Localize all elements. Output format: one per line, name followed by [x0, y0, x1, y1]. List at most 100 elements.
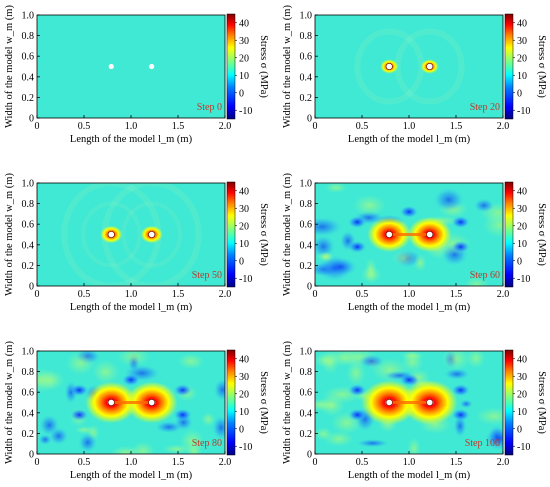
- colorbar-tick-label: -10: [239, 274, 252, 285]
- stress-field-background: [315, 15, 503, 118]
- stress-moderate-region: [482, 212, 503, 238]
- y-tick-label: 0.6: [300, 388, 313, 399]
- colorbar-label: Stress σ (MPa): [258, 371, 269, 434]
- borehole: [149, 63, 155, 70]
- y-tick-label: 0: [307, 114, 312, 125]
- colorbar: [226, 349, 236, 456]
- panel-step-2: 0 0.5 1.0 1.5 2.0 0 0.2 0.4 0.6 0.8 1.0 Length of t…: [4, 173, 269, 313]
- colorbar-tick-label: 0: [239, 424, 244, 435]
- stress-low-region: [315, 217, 342, 237]
- panel-step-1: 0 0.5 1.0 1.5 2.0 0 0.2 0.4 0.6 0.8 1.0 Length of t…: [282, 5, 547, 145]
- stress-moderate-region: [91, 359, 120, 385]
- stress-moderate-region: [466, 351, 486, 369]
- colorbar-tick-label: 20: [239, 53, 249, 64]
- stress-low-lobe: [451, 384, 470, 397]
- stress-low-region: [453, 415, 467, 438]
- stress-low-lobe: [173, 384, 192, 397]
- colorbar-tick-label: 40: [239, 354, 249, 365]
- colorbar-tick-label: 10: [517, 71, 527, 82]
- colorbar: [504, 181, 514, 288]
- y-tick-label: 0.4: [300, 72, 313, 83]
- stress-moderate-region: [315, 352, 337, 368]
- y-tick-label: 0.8: [300, 31, 313, 42]
- borehole: [426, 62, 434, 70]
- x-axis-label: Length of the model l_m (m): [70, 134, 193, 145]
- x-tick-label: 0: [35, 289, 40, 300]
- x-axis-label: Length of the model l_m (m): [348, 470, 471, 481]
- colorbar-tick-label: 10: [239, 407, 249, 418]
- colorbar-label: Stress σ (MPa): [258, 35, 269, 98]
- colorbar-tick-label: 30: [239, 372, 249, 383]
- y-tick-label: 0.2: [22, 261, 35, 272]
- y-tick-label: 0.2: [22, 429, 35, 440]
- borehole: [148, 231, 156, 239]
- stress-moderate-region: [323, 430, 354, 447]
- step-label: Step 80: [192, 438, 222, 449]
- x-tick-label: 0.5: [356, 457, 369, 468]
- step-label: Step 0: [197, 102, 222, 113]
- colorbar-tick-label: -10: [239, 442, 252, 453]
- borehole: [426, 398, 434, 406]
- y-tick-label: 0.8: [22, 199, 35, 210]
- colorbar-tick-label: -10: [517, 442, 530, 453]
- y-tick-label: 0.4: [22, 240, 35, 251]
- stress-moderate-region: [161, 444, 191, 454]
- x-axis-label: Length of the model l_m (m): [70, 470, 193, 481]
- colorbar-tick-label: 30: [517, 204, 527, 215]
- colorbar-label: Stress σ (MPa): [258, 203, 269, 266]
- y-tick-label: 0.4: [300, 240, 313, 251]
- colorbar-tick-label: -10: [239, 106, 252, 117]
- colorbar-tick-label: 40: [239, 186, 249, 197]
- colorbar-tick-label: 20: [517, 389, 527, 400]
- colorbar-tick-label: 40: [239, 18, 249, 29]
- x-tick-label: 1.0: [125, 457, 138, 468]
- stress-field: [354, 28, 465, 105]
- colorbar-tick-label: 0: [517, 88, 522, 99]
- y-axis-label: Width of the model w_m (m): [4, 173, 15, 296]
- stress-field-background: [37, 15, 225, 118]
- stress-field: [37, 351, 225, 454]
- colorbar-tick-label: 30: [517, 36, 527, 47]
- y-tick-label: 1.0: [300, 347, 313, 358]
- stress-low-region: [49, 427, 69, 445]
- stress-low-region: [315, 235, 335, 258]
- stress-low-lobe: [348, 408, 367, 421]
- y-tick-label: 0: [29, 282, 34, 293]
- stress-moderate-region: [360, 265, 382, 284]
- x-tick-label: 0: [313, 121, 318, 132]
- x-tick-label: 1.0: [403, 289, 416, 300]
- colorbar-tick-label: 0: [517, 256, 522, 267]
- x-axis-label: Length of the model l_m (m): [348, 134, 471, 145]
- colorbar-tick-label: 30: [517, 372, 527, 383]
- stress-moderate-region: [352, 194, 387, 217]
- x-tick-label: 0: [313, 457, 318, 468]
- stress-moderate-region: [316, 251, 334, 261]
- stress-moderate-region: [65, 351, 96, 376]
- stress-moderate-region: [110, 445, 141, 454]
- stress-low-lobe: [400, 205, 418, 218]
- y-tick-label: 1.0: [300, 179, 313, 190]
- colorbar: [226, 181, 236, 288]
- y-tick-label: 1.0: [22, 179, 35, 190]
- x-tick-label: 0.5: [78, 457, 91, 468]
- colorbar: [504, 349, 514, 456]
- y-tick-label: 0.6: [300, 52, 313, 63]
- x-tick-label: 1.0: [125, 121, 138, 132]
- colorbar-tick-label: 10: [239, 239, 249, 250]
- stress-moderate-region: [37, 367, 59, 393]
- step-label: Step 100: [465, 438, 500, 449]
- y-axis-label: Width of the model w_m (m): [282, 5, 293, 128]
- stress-moderate-region: [475, 407, 503, 426]
- colorbar-tick-label: 40: [517, 186, 527, 197]
- stress-field: [315, 183, 503, 286]
- stress-low-region: [358, 354, 385, 369]
- x-tick-label: 1.5: [450, 121, 463, 132]
- stress-low-region: [213, 378, 225, 401]
- stress-moderate-region: [325, 183, 347, 194]
- y-axis-label: Width of the model w_m (m): [4, 5, 15, 128]
- borehole: [107, 231, 115, 239]
- colorbar-tick-label: -10: [517, 274, 530, 285]
- x-tick-label: 1.5: [450, 289, 463, 300]
- stress-low-region: [444, 368, 470, 380]
